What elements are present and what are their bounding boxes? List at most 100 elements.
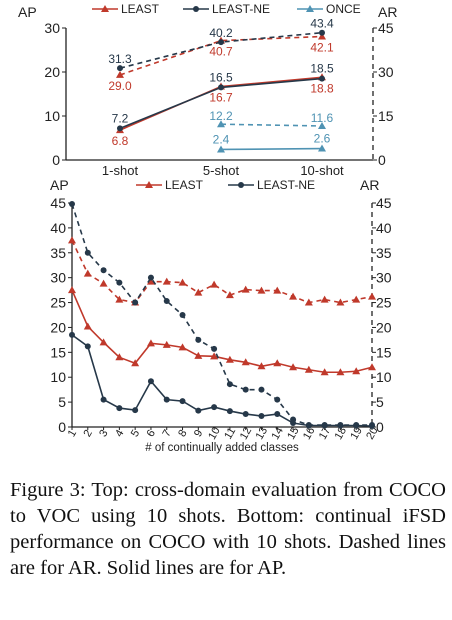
top-data-label: 2.4 [213, 132, 230, 146]
bottom-data-marker [132, 407, 139, 414]
bottom-right-tick-label: 45 [376, 195, 392, 211]
bottom-right-axis-label: AR [360, 177, 379, 193]
top-right-axis-label: AR [378, 4, 397, 20]
bottom-right-tick-label: 0 [376, 419, 384, 435]
bottom-data-marker [305, 422, 312, 429]
bottom-left-tick-label: 40 [50, 220, 66, 236]
bottom-data-marker [273, 286, 282, 294]
bottom-data-marker [211, 404, 218, 411]
bottom-data-marker [147, 274, 154, 281]
bottom-data-marker [99, 338, 108, 346]
bottom-right-tick-label: 40 [376, 220, 392, 236]
bottom-data-marker [194, 351, 203, 359]
bottom-x-tick-label: 8 [176, 428, 189, 439]
bottom-x-tick-label: 16 [301, 425, 318, 442]
figure-caption: Figure 3: Top: cross-domain evaluation f… [10, 479, 446, 579]
bottom-x-tick-label: 10 [206, 425, 223, 442]
bottom-data-marker [242, 411, 249, 418]
bottom-data-marker [115, 353, 124, 361]
bottom-data-marker [69, 331, 75, 338]
bottom-x-tick-label: 17 [317, 425, 334, 442]
top-data-marker [218, 39, 224, 46]
bottom-data-marker [336, 298, 345, 306]
bottom-data-marker [289, 363, 298, 371]
bottom-data-marker [369, 422, 375, 429]
top-left-tick-label: 10 [44, 108, 60, 124]
top-data-label: 29.0 [108, 79, 132, 93]
top-data-label: 42.1 [310, 41, 334, 55]
top-data-label: 11.6 [311, 111, 334, 125]
top-series-line [220, 147, 323, 151]
bottom-data-marker [131, 359, 140, 367]
bottom-data-marker [321, 422, 328, 429]
bottom-data-marker [352, 367, 361, 375]
bottom-x-tick-label: 11 [222, 426, 238, 442]
bottom-data-marker [195, 407, 202, 414]
bottom-left-tick-label: 10 [50, 369, 66, 385]
bottom-data-marker [210, 352, 219, 360]
bottom-data-marker [179, 312, 186, 318]
top-x-tick-label: 10-shot [300, 163, 344, 178]
bottom-data-marker [83, 269, 92, 277]
top-data-marker [318, 32, 326, 40]
bottom-data-marker [162, 340, 171, 348]
top-left-axis-label: AP [18, 4, 37, 20]
bottom-data-marker [68, 236, 76, 244]
bottom-legend-least-ne-label: LEAST-NE [257, 178, 315, 192]
bottom-legend-least-marker [145, 181, 153, 188]
bottom-data-marker [274, 396, 281, 403]
bottom-data-marker [100, 267, 107, 274]
top-data-marker [217, 120, 225, 128]
bottom-data-marker [178, 343, 187, 351]
bottom-data-marker [179, 398, 186, 405]
top-legend-least-label: LEAST [121, 2, 160, 16]
top-series-line [119, 31, 323, 69]
bottom-x-tick-label: 18 [333, 425, 350, 442]
bottom-data-marker [241, 358, 250, 366]
bottom-data-marker [320, 295, 329, 303]
bottom-x-tick-label: 1 [66, 428, 79, 439]
bottom-series-line [71, 239, 373, 304]
bottom-data-marker [146, 277, 155, 285]
top-legend-least-ne-label: LEAST-NE [212, 2, 270, 16]
bottom-data-marker [84, 343, 91, 350]
top-data-label: 40.7 [209, 45, 233, 59]
bottom-data-marker [163, 298, 170, 305]
bottom-x-tick-label: 7 [160, 428, 173, 439]
bottom-data-marker [258, 413, 265, 420]
bottom-right-tick-label: 5 [376, 394, 384, 410]
bottom-data-marker [68, 286, 76, 294]
bottom-left-tick-label: 15 [50, 344, 66, 360]
bottom-data-marker [116, 405, 123, 412]
bottom-left-tick-label: 45 [50, 195, 66, 211]
bottom-x-tick-label: 13 [254, 425, 271, 442]
bottom-right-tick-label: 30 [376, 270, 392, 286]
bottom-data-marker [69, 200, 75, 207]
bottom-x-tick-label: 9 [192, 428, 205, 439]
bottom-data-marker [99, 279, 108, 287]
bottom-data-marker [116, 279, 123, 286]
bottom-right-tick-label: 35 [376, 245, 392, 261]
bottom-x-tick-label: 5 [129, 428, 142, 439]
bottom-right-tick-label: 20 [376, 319, 392, 335]
bottom-legend-least-label: LEAST [165, 178, 204, 192]
top-data-marker [117, 65, 123, 72]
bottom-data-marker [100, 396, 107, 403]
bottom-x-tick-label: 20 [364, 425, 381, 442]
top-right-tick-label: 0 [378, 152, 386, 168]
top-left-tick-label: 30 [44, 20, 60, 36]
top-left-tick-label: 0 [52, 152, 60, 168]
bottom-left-tick-label: 35 [50, 245, 66, 261]
bottom-data-marker [132, 299, 139, 306]
top-right-tick-label: 30 [378, 64, 394, 80]
top-x-tick-label: 5-shot [203, 163, 240, 178]
bottom-data-marker [83, 322, 92, 330]
bottom-data-marker [241, 285, 250, 293]
bottom-data-marker [84, 249, 91, 256]
bottom-data-marker [162, 277, 171, 285]
bottom-data-marker [336, 368, 345, 376]
bottom-x-tick-label: 3 [97, 428, 110, 439]
top-data-label: 40.2 [209, 26, 233, 40]
bottom-data-marker [257, 362, 266, 370]
